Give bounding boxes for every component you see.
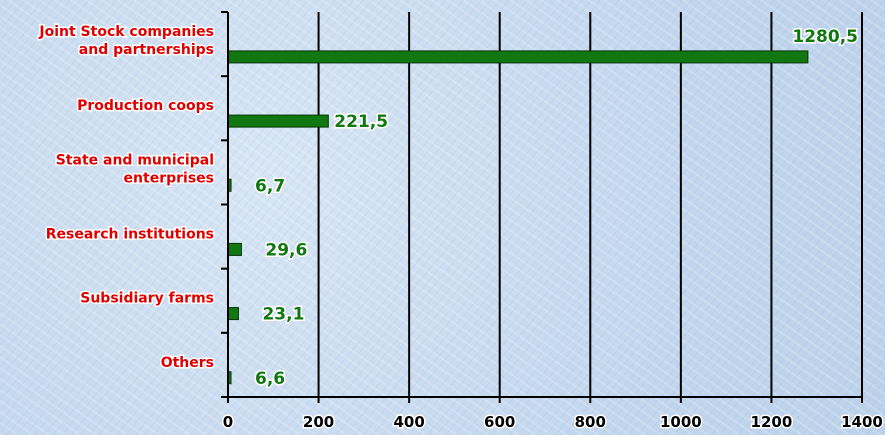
bar-1	[227, 114, 329, 128]
bar-4	[227, 307, 239, 321]
category-labels: Joint Stock companies and partnerships Pro…	[37, 23, 216, 373]
category-label-3-0: Research institutions	[46, 227, 214, 243]
value-label-5: 6,6	[255, 369, 285, 389]
x-tick-label-5: 1000	[660, 413, 702, 431]
value-label-4: 23,1	[262, 305, 304, 325]
bar-3	[227, 242, 242, 256]
x-tick-label-1: 200	[303, 413, 334, 431]
category-label-5-0: Others	[161, 355, 214, 371]
value-labels: 1280,5 221,5 6,7 29,6 23,1 6,6	[253, 26, 859, 391]
x-tick-label-2: 400	[393, 413, 424, 431]
value-label-1: 221,5	[334, 112, 388, 132]
x-tick-label-6: 1200	[751, 413, 793, 431]
axes	[221, 11, 863, 403]
category-label-0-0: Joint Stock companies	[38, 24, 214, 40]
category-label-2-0: State and municipal	[56, 152, 214, 168]
category-label-4-0: Subsidiary farms	[80, 291, 214, 307]
category-label-2-1: enterprises	[124, 170, 214, 186]
bar-0	[227, 50, 809, 64]
category-label-0-1: and partnerships	[79, 42, 214, 58]
x-tick-label-7: 1400	[841, 413, 883, 431]
bars	[227, 50, 809, 385]
grid-lines	[317, 12, 863, 397]
value-label-0: 1280,5	[792, 27, 858, 47]
x-tick-labels: 0 200 400 600 800 1000 1200 1400	[221, 412, 884, 433]
x-tick-label-3: 600	[484, 413, 515, 431]
category-label-1-0: Production coops	[77, 98, 214, 114]
value-label-3: 29,6	[265, 240, 307, 260]
x-tick-label-0: 0	[223, 413, 233, 431]
value-label-2: 6,7	[255, 176, 285, 196]
x-tick-label-4: 800	[575, 413, 606, 431]
